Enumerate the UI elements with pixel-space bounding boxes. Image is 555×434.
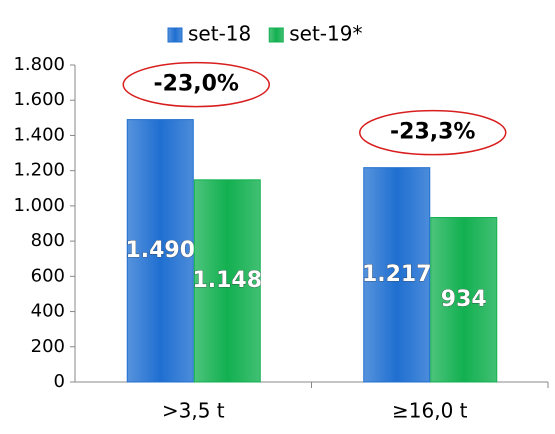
y-tick-label: 1.000 — [13, 195, 65, 216]
y-tick-label: 600 — [31, 265, 65, 286]
annotation-ellipse — [122, 61, 270, 108]
legend-label: set-18 — [188, 22, 251, 46]
legend-swatch — [268, 27, 284, 43]
value-label: 1.148 — [192, 268, 262, 293]
y-tick-label: 1.200 — [13, 160, 65, 181]
x-tick-label: >3,5 t — [162, 399, 225, 423]
y-tick-label: 1.600 — [13, 89, 65, 110]
legend-label: set-19* — [289, 22, 362, 46]
value-label: 934 — [441, 287, 487, 312]
y-tick-label: 0 — [54, 371, 65, 392]
y-tick-label: 400 — [31, 301, 65, 322]
bar — [430, 217, 498, 383]
bar — [126, 119, 194, 383]
bar — [193, 179, 261, 383]
value-label: 1.490 — [125, 238, 195, 263]
y-tick-label: 1.400 — [13, 124, 65, 145]
annotation: -23,0% — [154, 72, 239, 97]
y-tick-label: 800 — [31, 230, 65, 251]
annotation: -23,3% — [390, 120, 475, 145]
y-tick-label: 200 — [31, 336, 65, 357]
value-label: 1.217 — [362, 262, 432, 287]
legend-swatch — [167, 27, 183, 43]
x-tick-label: ≥16,0 t — [392, 399, 468, 423]
annotation-ellipse — [359, 109, 507, 156]
y-tick-label: 1.800 — [13, 54, 65, 75]
bar — [363, 167, 431, 383]
